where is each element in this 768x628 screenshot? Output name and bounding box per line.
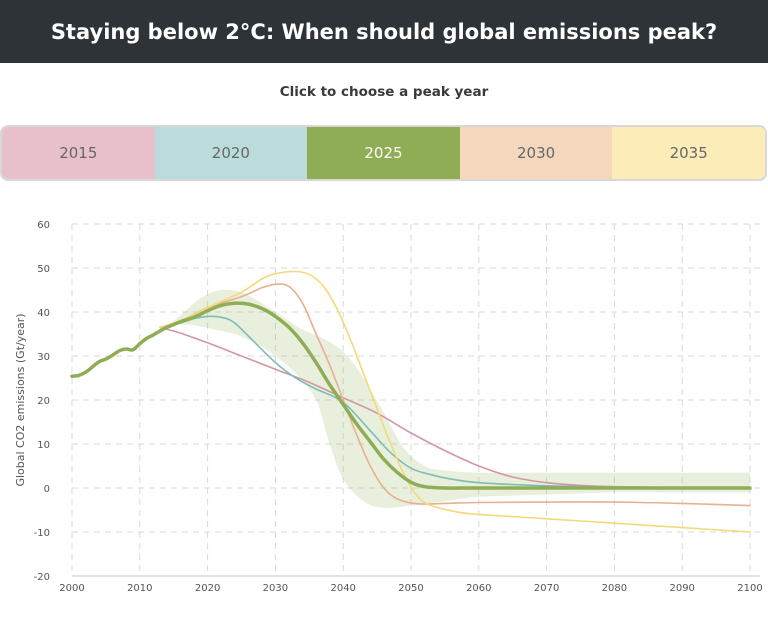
x-tick-label: 2100 [737,583,762,594]
y-tick-label: -10 [34,528,50,539]
y-tick-label: 0 [44,484,50,495]
series-line-2015 [159,326,751,489]
tab-2030[interactable]: 2030 [459,127,613,179]
page-header: Staying below 2°C: When should global em… [0,0,768,63]
x-tick-label: 2090 [669,583,694,594]
y-tick-label: 60 [37,220,50,231]
tab-2020[interactable]: 2020 [154,127,308,179]
x-tick-label: 2010 [127,583,152,594]
tab-2025[interactable]: 2025 [307,127,460,179]
peak-year-selector: 2015 2020 2025 2030 2035 [0,125,767,181]
x-tick-label: 2060 [466,583,491,594]
x-tick-label: 2000 [59,583,84,594]
y-tick-label: -20 [34,572,50,583]
emissions-chart: 2000 2010 2020 2030 2040 2050 2060 2070 2080 2090… [14,220,763,594]
x-tick-label: 2040 [330,583,355,594]
tab-2035[interactable]: 2035 [612,127,765,179]
x-tick-label: 2050 [398,583,423,594]
uncertainty-band [153,289,750,508]
x-tick-label: 2020 [195,583,220,594]
y-tick-label: 50 [37,264,50,275]
instruction-text: Click to choose a peak year [279,84,489,100]
y-tick-label: 30 [37,352,50,363]
page-title: Staying below 2°C: When should global em… [50,19,718,44]
series-line-2030 [159,283,751,507]
x-tick-label: 2030 [263,583,288,594]
series-line-2035 [159,270,751,533]
series-line-2020 [159,315,751,489]
x-tick-label: 2080 [602,583,627,594]
y-axis-label: Global CO2 emissions (Gt/year) [14,313,27,486]
x-tick-label: 2070 [534,583,559,594]
tab-2015[interactable]: 2015 [2,127,155,179]
series-line-2025 [70,301,752,490]
y-tick-label: 20 [37,396,50,407]
y-tick-label: 10 [37,440,50,451]
y-tick-label: 40 [37,308,50,319]
